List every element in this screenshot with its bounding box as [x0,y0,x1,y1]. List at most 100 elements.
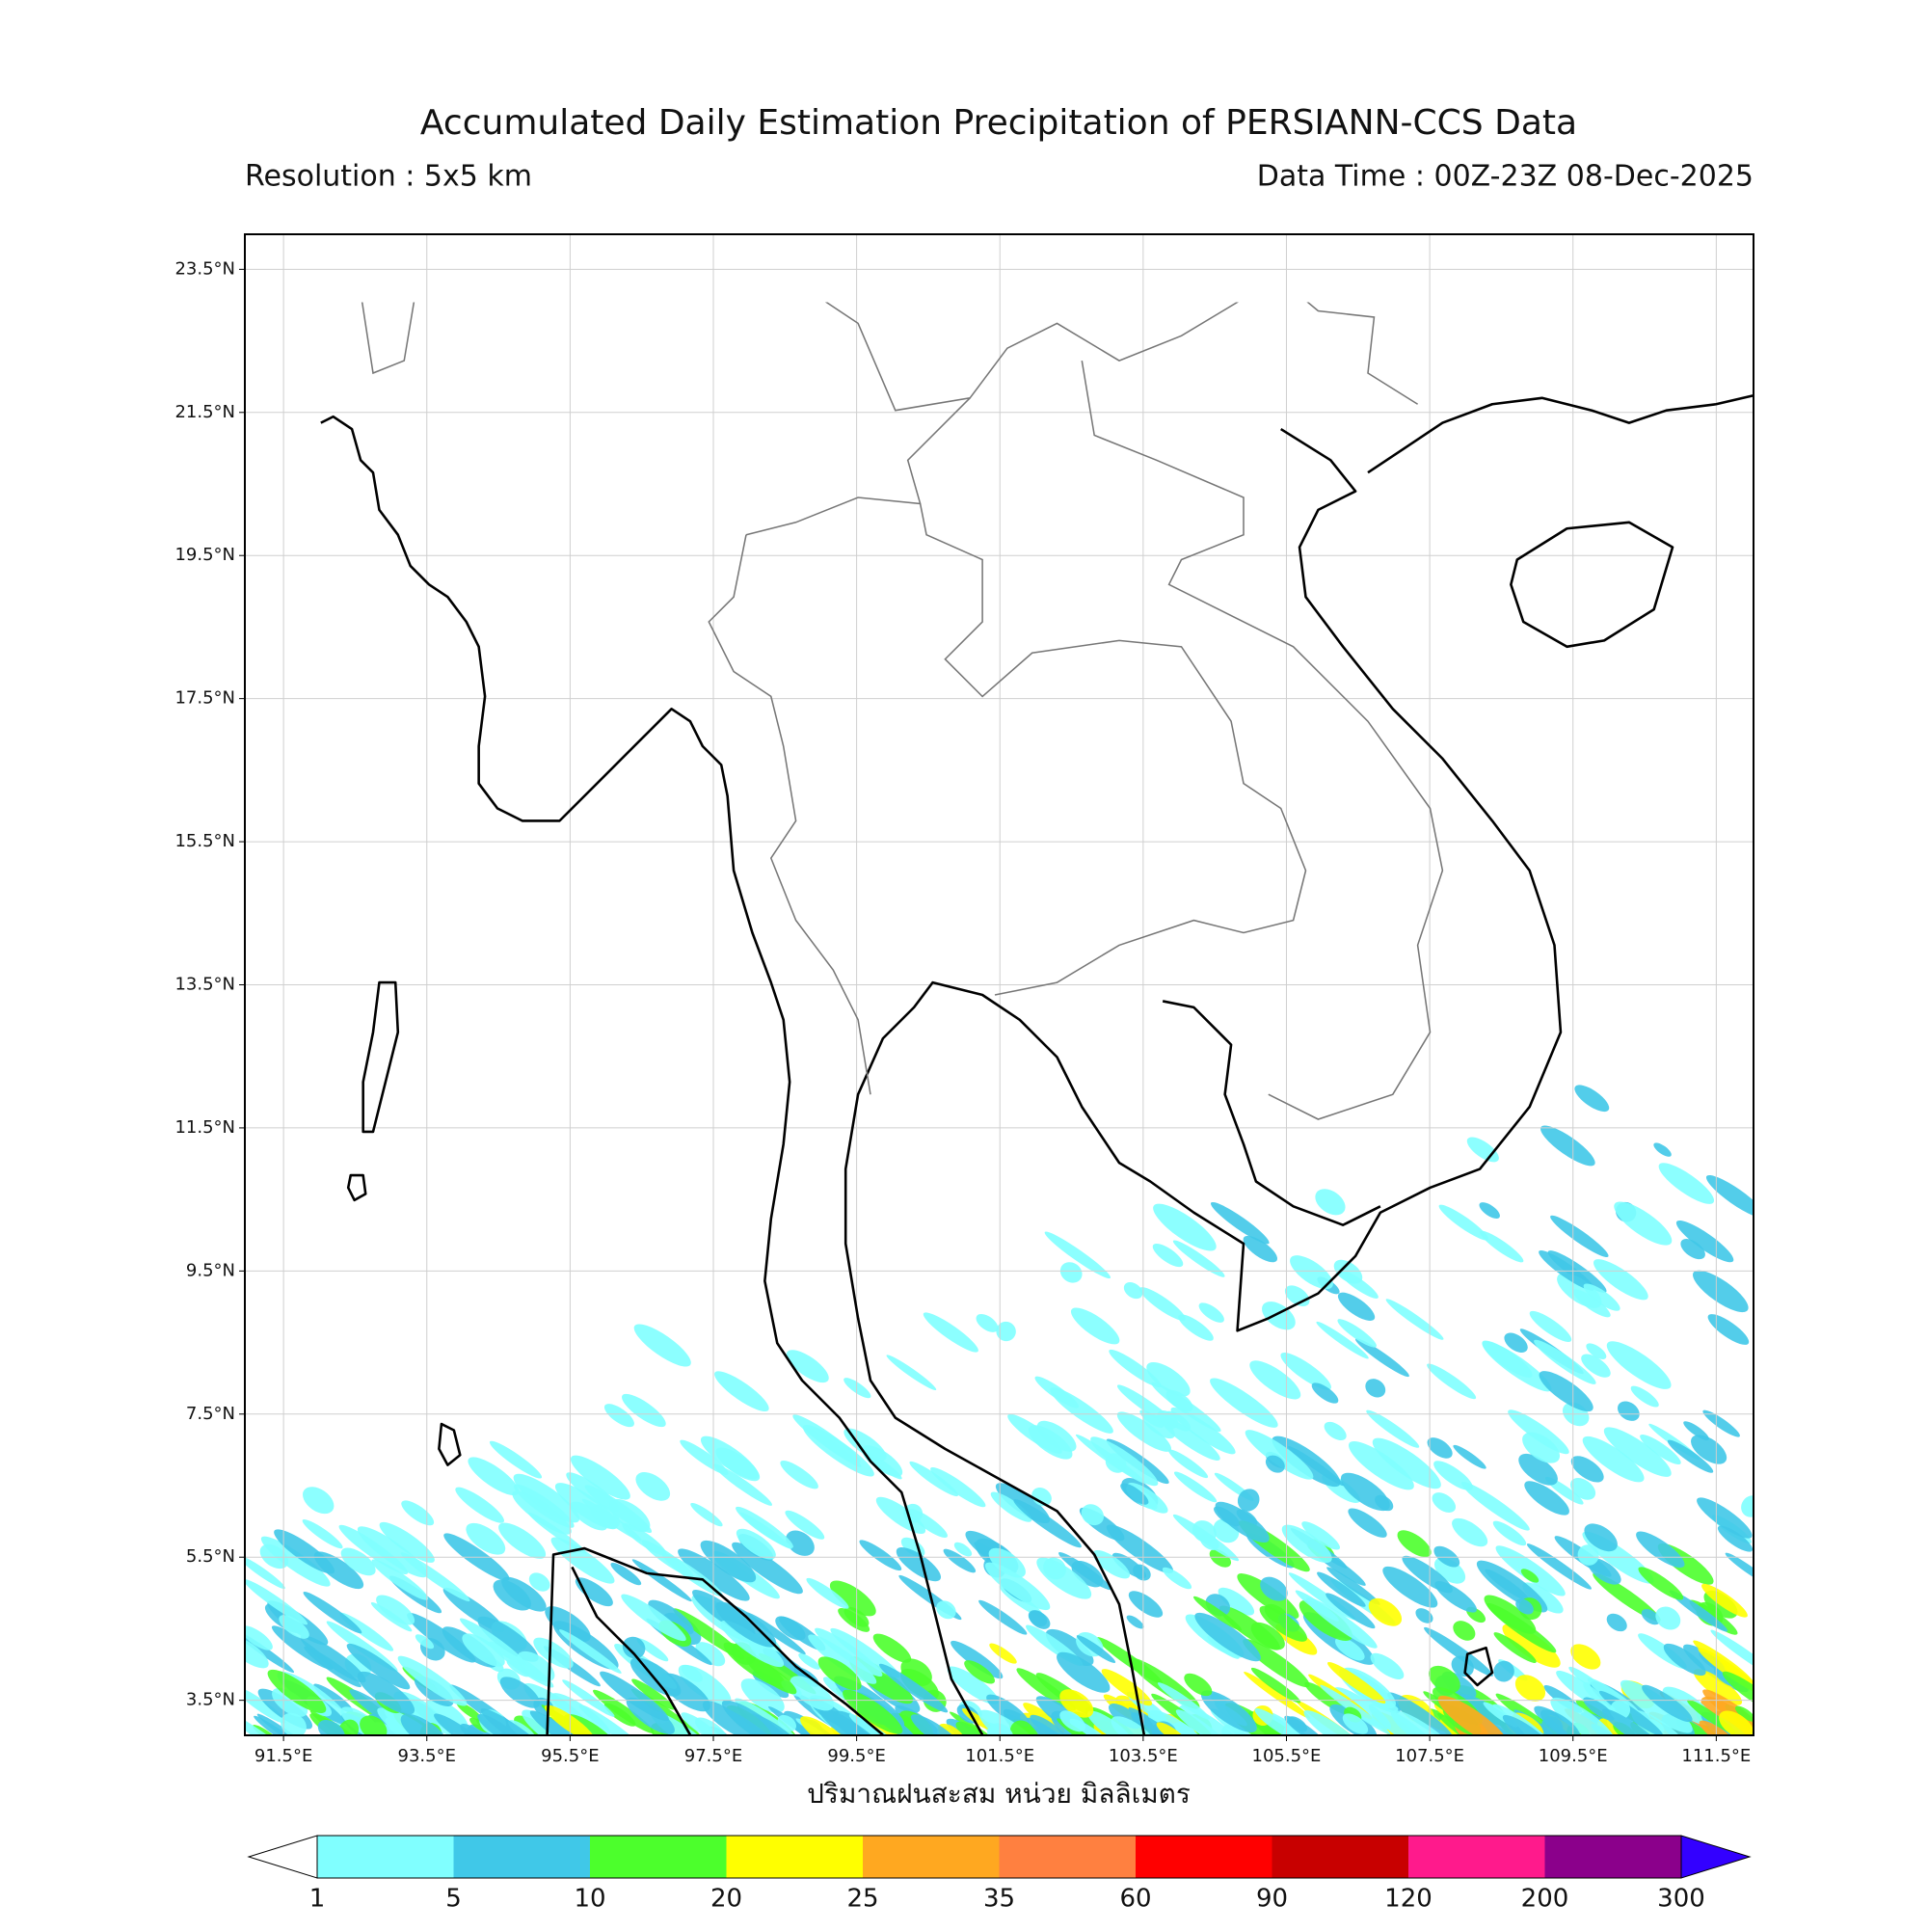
lon-tick-labels: 91.5°E 93.5°E 95.5°E 97.5°E 99.5°E 101.5°E 103… [254,1735,1751,1766]
rain-cell [1581,1354,1611,1378]
rain-cell [1556,1670,1617,1714]
lat-tick-labels: 23.5°N 21.5°N 19.5°N 17.5°N 15.5°N 13.5°N 11.5… [174,258,245,1710]
rain-cell [923,1312,978,1353]
rain-cell [575,1577,613,1607]
rain-cell [1250,1667,1301,1704]
rain-cell [1593,1259,1648,1301]
coastline [1617,267,1754,298]
rain-cell [1705,1174,1754,1219]
rain-cell [1397,1530,1432,1558]
rain-cell [1337,1292,1376,1321]
rain-cell [379,1521,435,1563]
rain-cell [1428,1665,1460,1694]
rain-cell [1458,1694,1528,1735]
rain-cell [1636,1531,1685,1569]
rain-cell [1667,1439,1714,1473]
rain-cell [1076,1635,1116,1663]
rain-cell [1326,1593,1376,1629]
rain-cell [859,1540,902,1571]
rain-cell [1128,1591,1164,1618]
rain-cell [1165,1389,1193,1412]
rain-cell [498,1522,547,1559]
rain-cell [1244,1671,1311,1719]
rain-cell [1522,1432,1561,1463]
rain-cell [1280,1353,1331,1390]
rain-cell [1524,1481,1569,1516]
rain-cell [1044,1231,1111,1279]
rain-cell [930,1466,986,1508]
colorbar-label: 120 [1384,1885,1433,1914]
rain-cell [829,1580,876,1617]
rain-cell [245,1555,285,1590]
rain-cell [1259,1605,1307,1642]
rain-cell [1123,1282,1143,1300]
colorbar-under [247,1835,318,1879]
rain-cell [1653,1142,1672,1157]
rain-cell [714,1371,769,1412]
rain-cell [562,1679,615,1717]
rain-cell [303,1592,362,1634]
rain-cell [1638,1567,1684,1600]
rain-cell [1301,1521,1341,1550]
rain-cell [681,1712,720,1735]
rain-cell [401,1500,435,1526]
rain-cell [1539,1371,1593,1412]
rain-cell [1265,1455,1285,1473]
rain-cell [1111,1716,1157,1735]
rain-cell [1485,1569,1530,1601]
rain-cell [1583,1283,1620,1311]
lat-tick-label: 5.5°N [186,1546,235,1567]
rain-cell [1438,1204,1489,1241]
rain-cell [715,1601,777,1648]
rain-cell [303,1487,335,1515]
rain-cell [1245,1430,1314,1480]
rain-cell [622,1393,666,1428]
rain-cell [695,1642,726,1667]
rain-cell [626,1697,675,1734]
island [346,1173,367,1202]
rain-cell [1427,1437,1453,1459]
rain-cell [629,1657,682,1697]
coastline [1367,393,1754,474]
rain-cell [678,1664,732,1705]
rain-cell [1172,1240,1225,1277]
border [708,534,871,1095]
rain-cell [1200,1690,1257,1732]
title: Accumulated Daily Estimation Precipitati… [420,103,1577,143]
rain-cell [1272,1436,1341,1488]
border [824,302,1419,412]
rain-cell [843,1689,903,1734]
rain-cell [1586,1343,1607,1359]
rain-cell [1415,1608,1433,1623]
rain-cell [1043,1557,1066,1580]
lon-tick-label: 111.5°E [1681,1746,1751,1766]
rain-cell [720,1620,785,1668]
rain-cell [376,1595,415,1625]
rain-cell [1218,1605,1280,1650]
rain-cell [1254,1707,1299,1735]
rain-cell [357,1671,415,1715]
rain-cell [513,1473,580,1523]
rain-cell [1109,1349,1162,1388]
rain-cell [875,1496,926,1534]
rain-cell [466,1522,506,1555]
rain-cell [1722,1671,1754,1714]
rain-cell [1207,1635,1240,1659]
rain-cell [434,1713,490,1735]
rain-cell [1574,1085,1610,1113]
rain-cell [1153,1203,1217,1251]
rain-cell [274,1529,335,1574]
rain-cell [1675,1220,1734,1263]
rain-cell [713,1463,773,1506]
rain-cell [1210,1378,1278,1428]
rain-cell [1311,1382,1339,1404]
rain-cell [1372,1437,1441,1489]
rain-cell [1299,1599,1352,1641]
rain-cell [1028,1425,1073,1460]
rain-cell [1641,1609,1661,1625]
rain-cell [1387,1692,1454,1735]
rain-cell [581,1498,642,1542]
rain-cell [357,1526,428,1578]
rain-cell [1290,1255,1333,1290]
rain-cell [1630,1385,1659,1408]
